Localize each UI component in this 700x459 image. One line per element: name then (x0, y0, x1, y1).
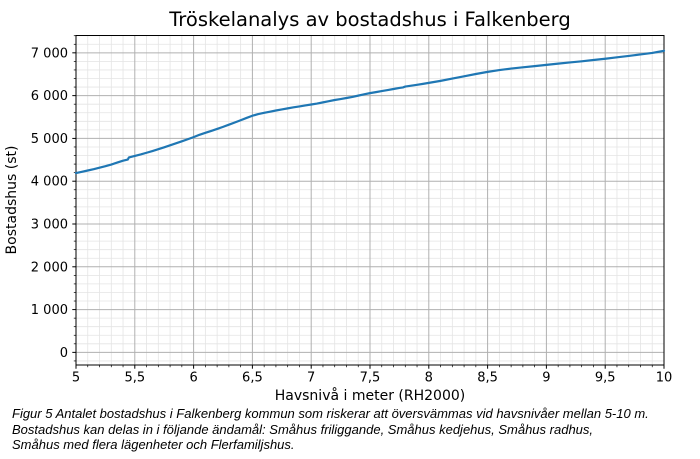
x-tick-label: 6,5 (242, 371, 263, 386)
y-tick-labels: 0 1 000 2 000 3 000 4 000 5 000 6 000 7 000 (31, 46, 68, 361)
x-tick-label: 7 (307, 371, 315, 386)
axis-ticks (72, 35, 665, 369)
x-axis-label: Havsnivå i meter (RH2000) (275, 387, 465, 404)
y-tick-label: 1 000 (31, 303, 68, 318)
y-tick-label: 6 000 (31, 89, 68, 104)
x-tick-label: 5,5 (124, 371, 145, 386)
chart-title: Tröskelanalys av bostadshus i Falkenberg (168, 8, 570, 31)
x-tick-label: 9,5 (595, 371, 616, 386)
data-line (74, 49, 666, 175)
x-tick-label: 5 (72, 371, 80, 386)
x-tick-label: 6 (189, 371, 197, 386)
x-tick-label: 8 (425, 371, 433, 386)
figure-caption: Figur 5 Antalet bostadshus i Falkenberg … (12, 406, 649, 452)
y-tick-label: 2 000 (31, 260, 68, 275)
x-tick-labels: 5 5,5 6 6,5 7 7,5 8 8,5 9 9,5 10 (72, 371, 672, 386)
y-tick-label: 0 (60, 346, 68, 361)
y-tick-label: 5 000 (31, 132, 68, 147)
y-tick-label: 7 000 (31, 46, 68, 61)
y-axis-label: Bostadshus (st) (4, 146, 20, 255)
x-tick-label: 9 (542, 371, 550, 386)
x-tick-label: 7,5 (360, 371, 381, 386)
y-tick-label: 4 000 (31, 175, 68, 190)
plot-border (75, 35, 665, 366)
major-gridlines (75, 35, 665, 365)
y-tick-label: 3 000 (31, 217, 68, 232)
x-tick-label: 10 (656, 371, 673, 386)
x-tick-label: 8,5 (477, 371, 498, 386)
